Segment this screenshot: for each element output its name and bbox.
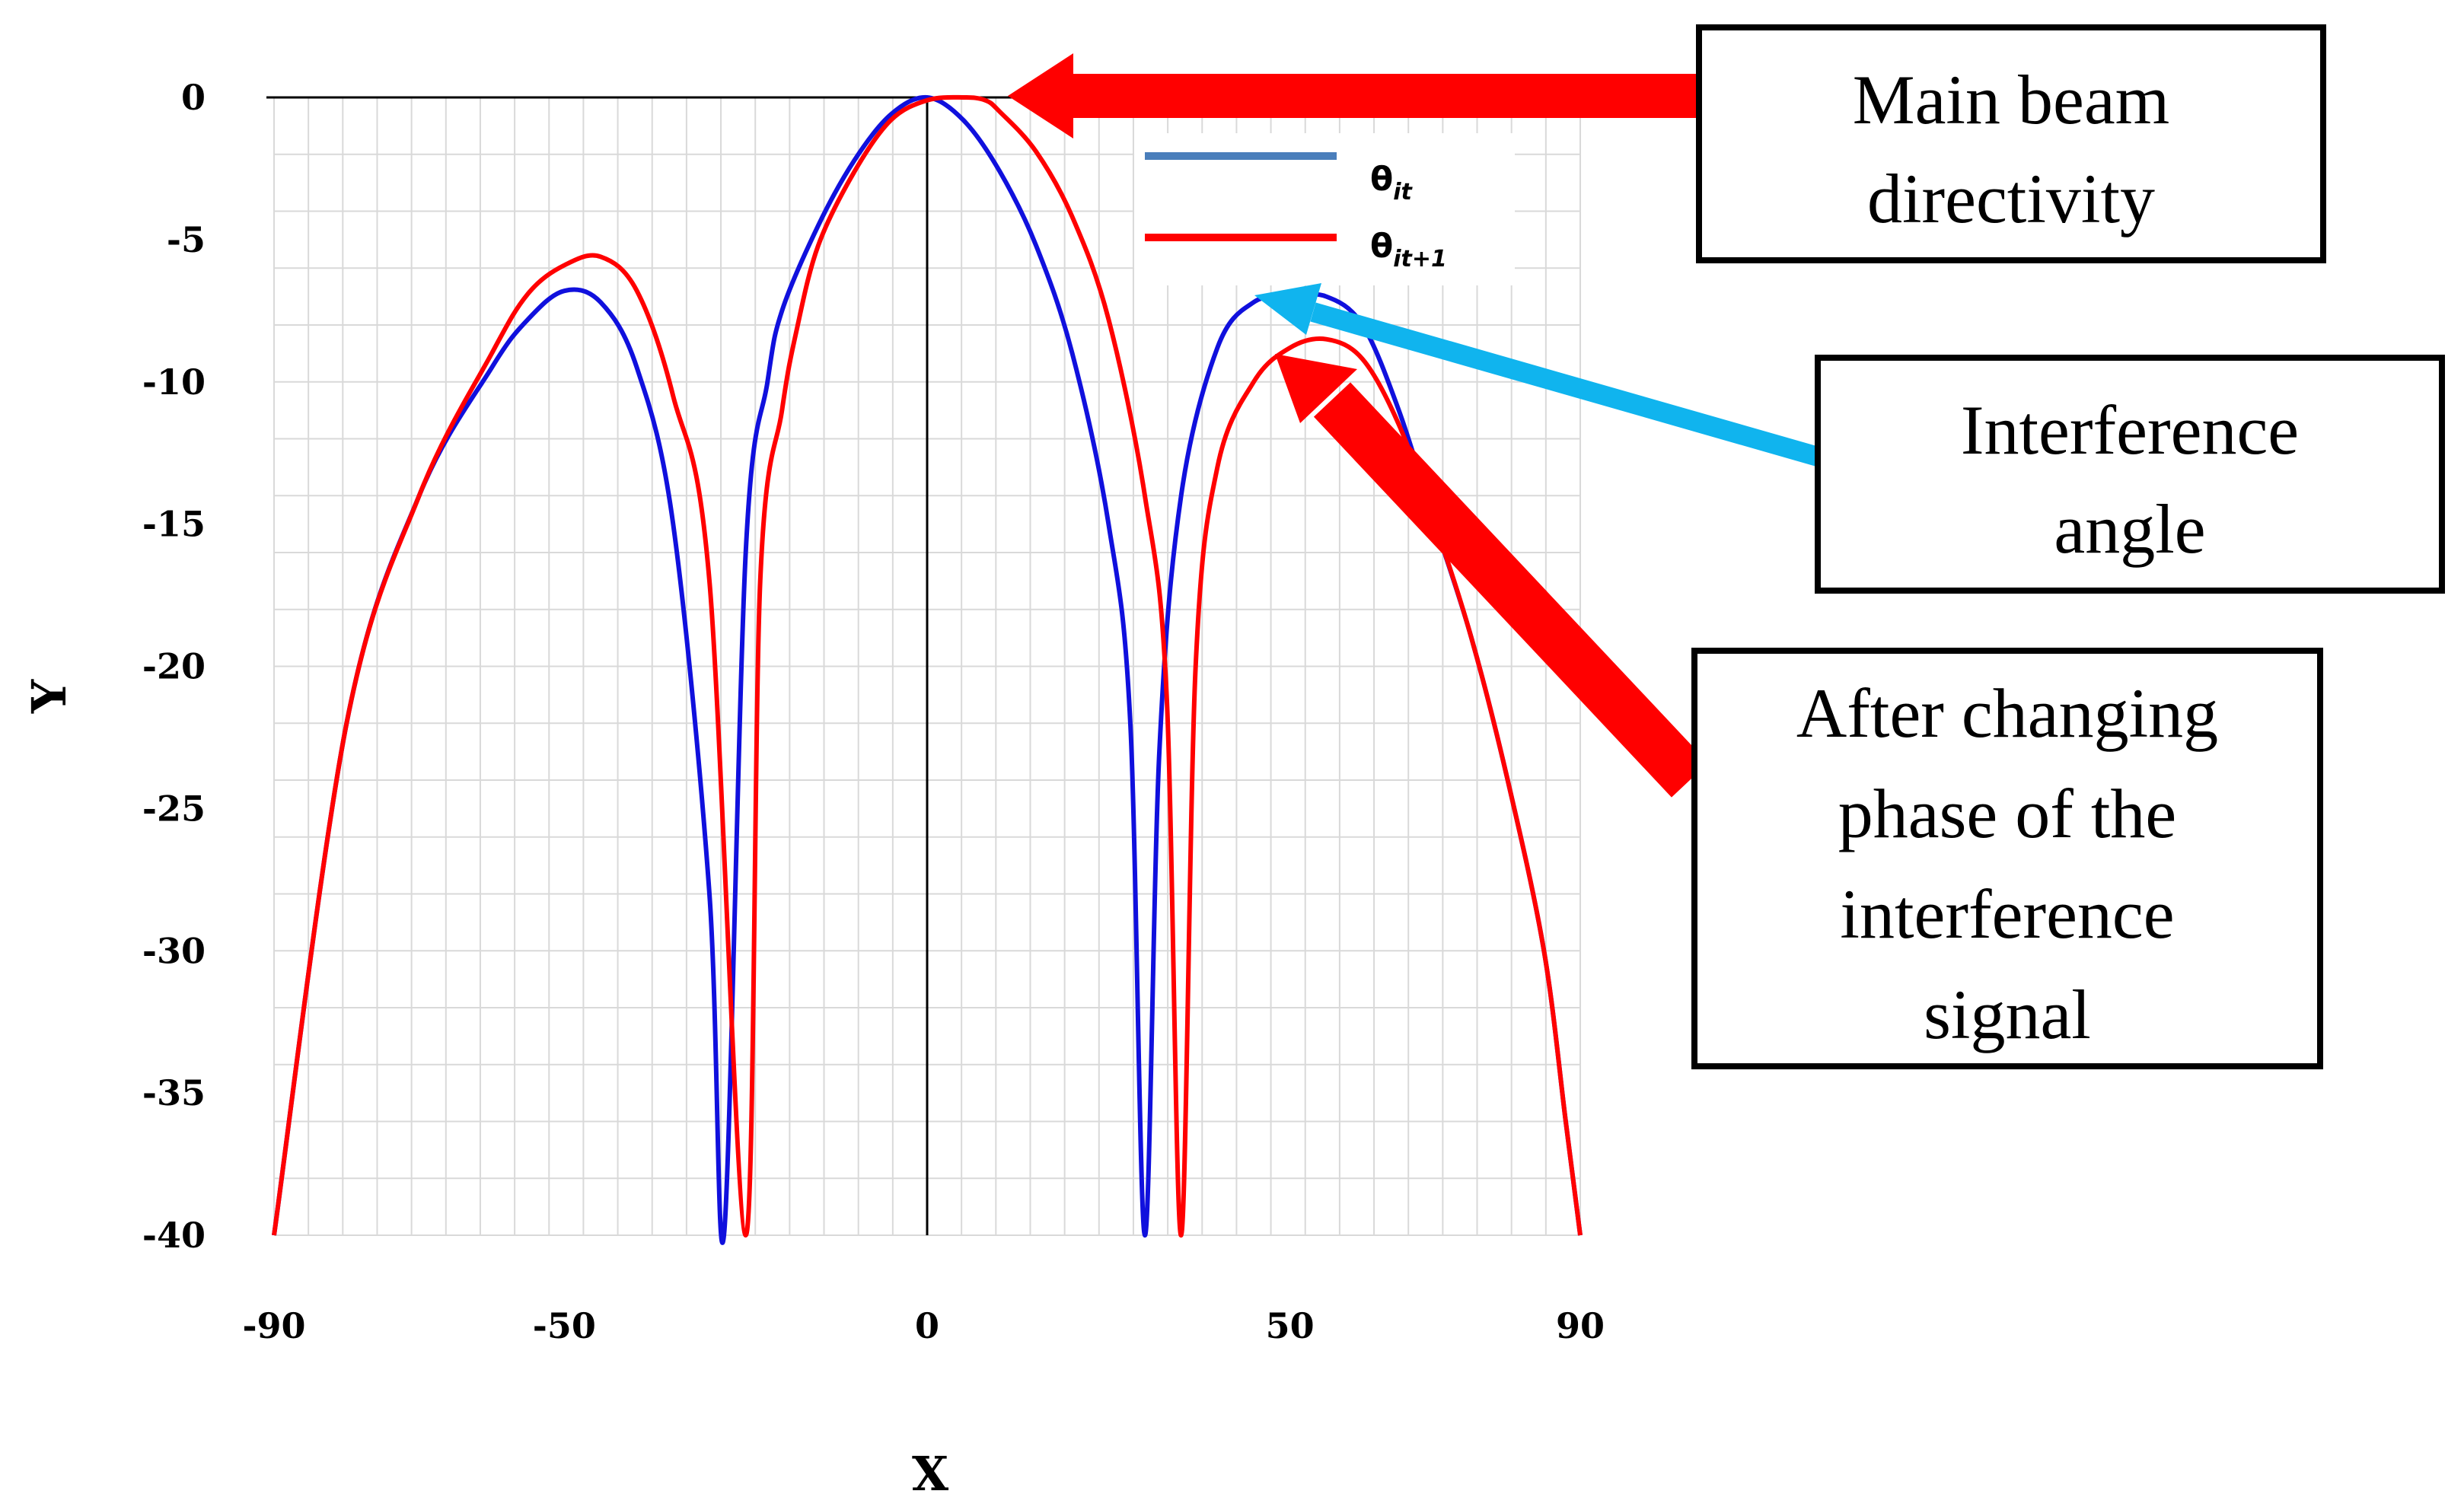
legend-label-theta-it: θit <box>1370 160 1414 205</box>
series-line-theta-it <box>272 94 1583 1245</box>
svg-text:directivity: directivity <box>1867 160 2155 237</box>
svg-text:Interference: Interference <box>1961 391 2299 469</box>
chart-grid <box>273 97 1581 1236</box>
x-tick-label: -50 <box>533 1305 596 1346</box>
y-tick-label: -10 <box>142 362 206 403</box>
annotation-after-changing: After changing phase of the interference… <box>1691 648 2323 1069</box>
y-axis-label: Y <box>21 679 77 714</box>
y-tick-label: 0 <box>181 77 206 118</box>
svg-text:angle: angle <box>2054 490 2205 568</box>
x-tick-label: 90 <box>1556 1305 1605 1346</box>
annotation-interference-angle: Interference angle <box>1815 355 2445 594</box>
svg-text:phase of the: phase of the <box>1838 775 2177 852</box>
y-axis-ticks: 0 -5 -10 -15 -20 -25 -30 -35 -40 <box>142 77 206 1256</box>
svg-text:Main beam: Main beam <box>1853 61 2169 139</box>
interference-angle-arrow <box>1310 302 1821 467</box>
annotation-main-beam: Main beam directivity <box>1696 24 2326 263</box>
legend-label-theta-it1: θit+1 <box>1370 227 1447 272</box>
chart-legend: θit θit+1 <box>1134 133 1515 285</box>
y-tick-label: -25 <box>142 788 206 829</box>
interference-angle-arrowhead <box>1254 283 1321 335</box>
y-tick-label: -30 <box>142 930 206 971</box>
annotation-arrows <box>1008 53 1821 798</box>
x-tick-label: 50 <box>1266 1305 1315 1346</box>
x-axis-label: X <box>912 1446 949 1502</box>
main-beam-arrowhead <box>1008 53 1073 139</box>
y-tick-label: -20 <box>142 646 206 687</box>
y-tick-label: -35 <box>142 1072 206 1113</box>
y-tick-label: -40 <box>142 1215 206 1256</box>
x-tick-label: 0 <box>915 1305 939 1346</box>
after-changing-arrow <box>1313 382 1709 798</box>
svg-text:signal: signal <box>1924 976 2091 1053</box>
after-changing-arrowhead <box>1275 354 1357 423</box>
svg-text:interference: interference <box>1840 875 2174 953</box>
chart-series <box>272 94 1583 1245</box>
svg-text:After changing: After changing <box>1796 674 2218 752</box>
y-tick-label: -5 <box>167 219 206 260</box>
x-tick-label: -90 <box>242 1305 305 1346</box>
x-axis-ticks: -90 -50 0 50 90 <box>242 1305 1605 1346</box>
series-line-theta-it1 <box>272 94 1583 1238</box>
y-tick-label: -15 <box>142 504 206 545</box>
